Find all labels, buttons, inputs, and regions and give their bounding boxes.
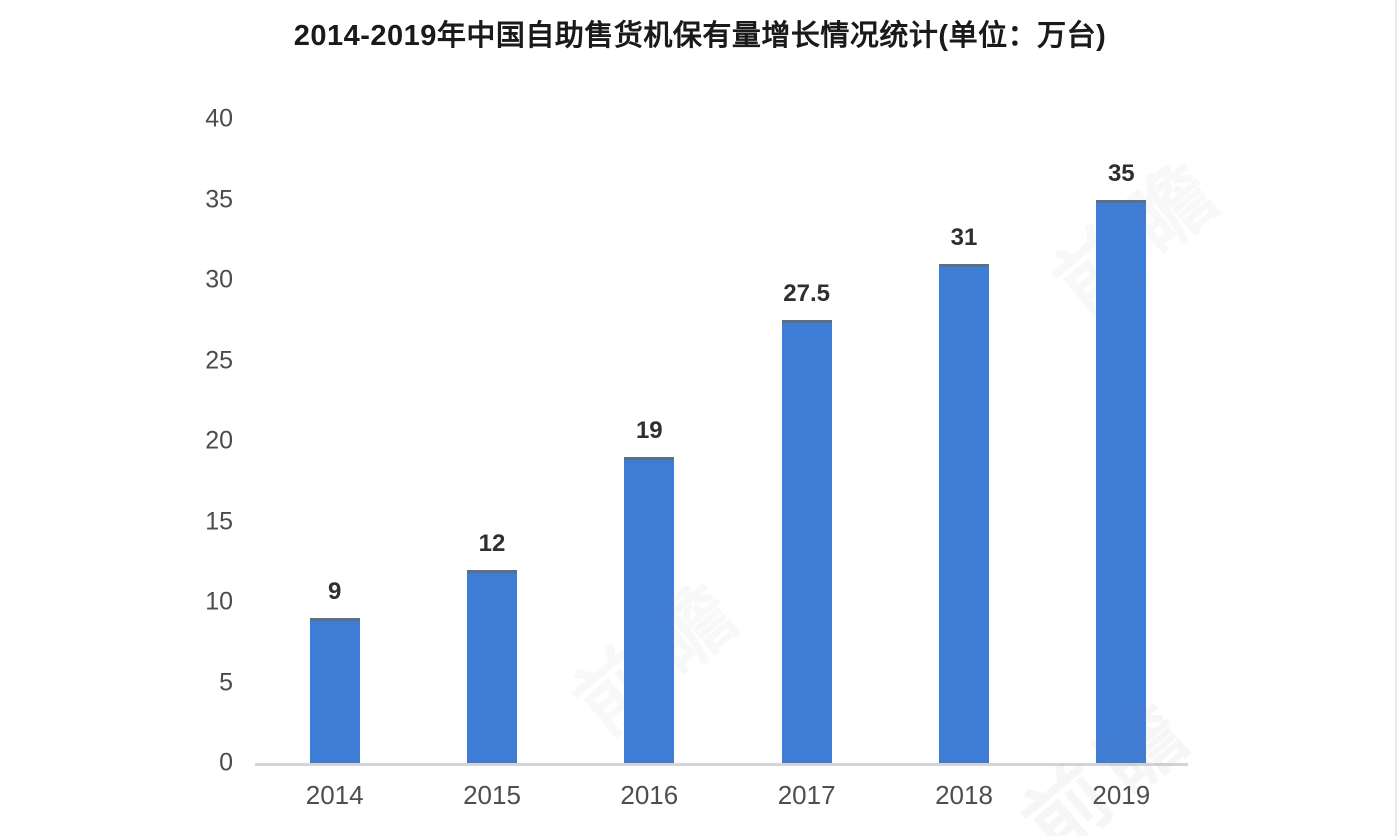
y-tick-label-0: 0 (219, 748, 233, 777)
x-tick-label-2016: 2016 (620, 780, 679, 810)
y-tick-label-10: 10 (205, 587, 233, 616)
bar-2019 (1096, 199, 1147, 763)
bar-2014 (309, 618, 360, 763)
y-tick-label-35: 35 (205, 185, 233, 213)
x-tick-label-2017: 2017 (777, 780, 836, 810)
y-tick-label-40: 40 (205, 104, 233, 133)
chart-title: 2014-2019年中国自助售货机保有量增长情况统计(单位：万台) (293, 20, 1107, 52)
bar-value-label-2017: 27.5 (783, 280, 830, 308)
bar-2018 (938, 263, 989, 763)
bar-value-label-2014: 9 (327, 578, 342, 606)
y-tick-label-15: 15 (205, 507, 233, 535)
bar-value-label-2018: 31 (950, 223, 978, 251)
image-right-border (1395, 0, 1397, 836)
bar-2017 (781, 320, 832, 763)
x-tick-label-2018: 2018 (935, 780, 993, 810)
x-tick-label-2015: 2015 (463, 780, 521, 810)
bar-value-label-2019: 35 (1107, 159, 1135, 187)
y-tick-label-20: 20 (205, 426, 233, 455)
x-tick-label-2019: 2019 (1092, 780, 1151, 810)
x-tick-label-2014: 2014 (305, 780, 364, 810)
bar-2016 (624, 457, 675, 763)
y-tick-label-25: 25 (205, 346, 233, 374)
bar-2015 (466, 569, 517, 763)
x-axis-line (255, 763, 1188, 766)
y-tick-label-5: 5 (219, 668, 233, 696)
bar-value-label-2015: 12 (478, 529, 506, 557)
y-tick-label-30: 30 (205, 265, 233, 294)
bar-value-label-2016: 19 (635, 417, 663, 445)
